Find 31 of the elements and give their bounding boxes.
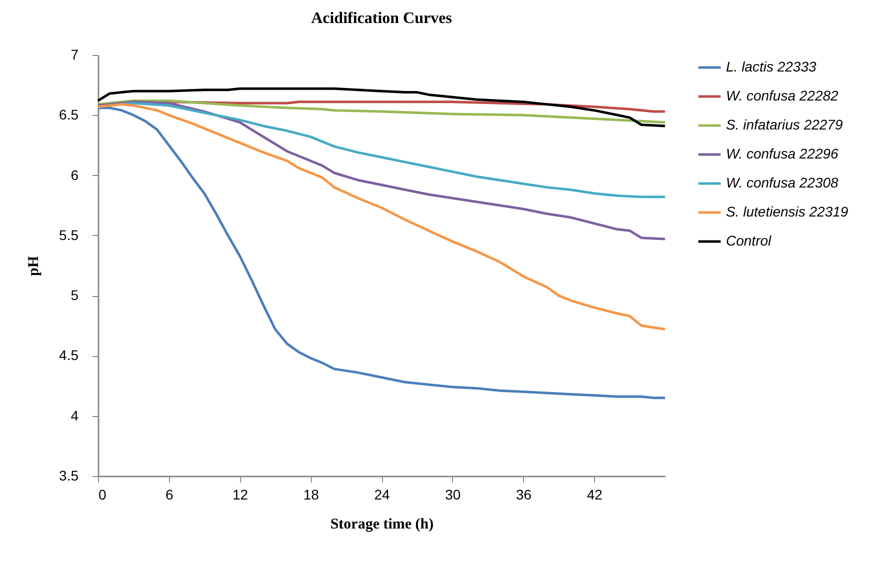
line-series [96,87,666,128]
legend-label: S. lutetiensis 22319 [726,204,848,220]
x-tick-label: 42 [586,486,603,502]
legend-label: W. confusa 22296 [726,146,839,162]
x-tick-label: 18 [303,486,320,502]
y-tick-label: 4 [70,407,79,424]
chart-title: Acidification Curves [311,10,452,27]
y-tick-label: 7 [70,46,79,62]
x-tick-label: 6 [165,486,174,502]
y-tick-label: 5 [70,287,79,304]
line-series [96,99,666,124]
y-tick-label: 6 [70,166,79,183]
x-tick-label: 0 [98,486,106,502]
line-series [96,100,666,240]
y-tick-label: 3.5 [59,468,79,484]
y-tick-label: 4.5 [59,347,79,364]
legend-label: W. confusa 22282 [726,88,839,104]
x-tick-label: 30 [445,486,461,502]
x-tick-label: 24 [374,486,390,502]
legend-label: W. confusa 22308 [726,174,839,190]
x-tick-label: 36 [516,486,532,502]
x-tick-label: 12 [232,486,248,502]
y-axis-title: pH [26,256,42,276]
y-tick-label: 6.5 [59,106,79,123]
legend-label: L. lactis 22333 [726,58,816,74]
legend-label: S. infatarius 22279 [726,116,843,132]
line-series [96,103,666,330]
x-axis-title: Storage time (h) [330,516,434,532]
line-series [96,106,666,400]
legend-label: Control [726,232,772,248]
y-tick-label: 5.5 [59,226,79,243]
